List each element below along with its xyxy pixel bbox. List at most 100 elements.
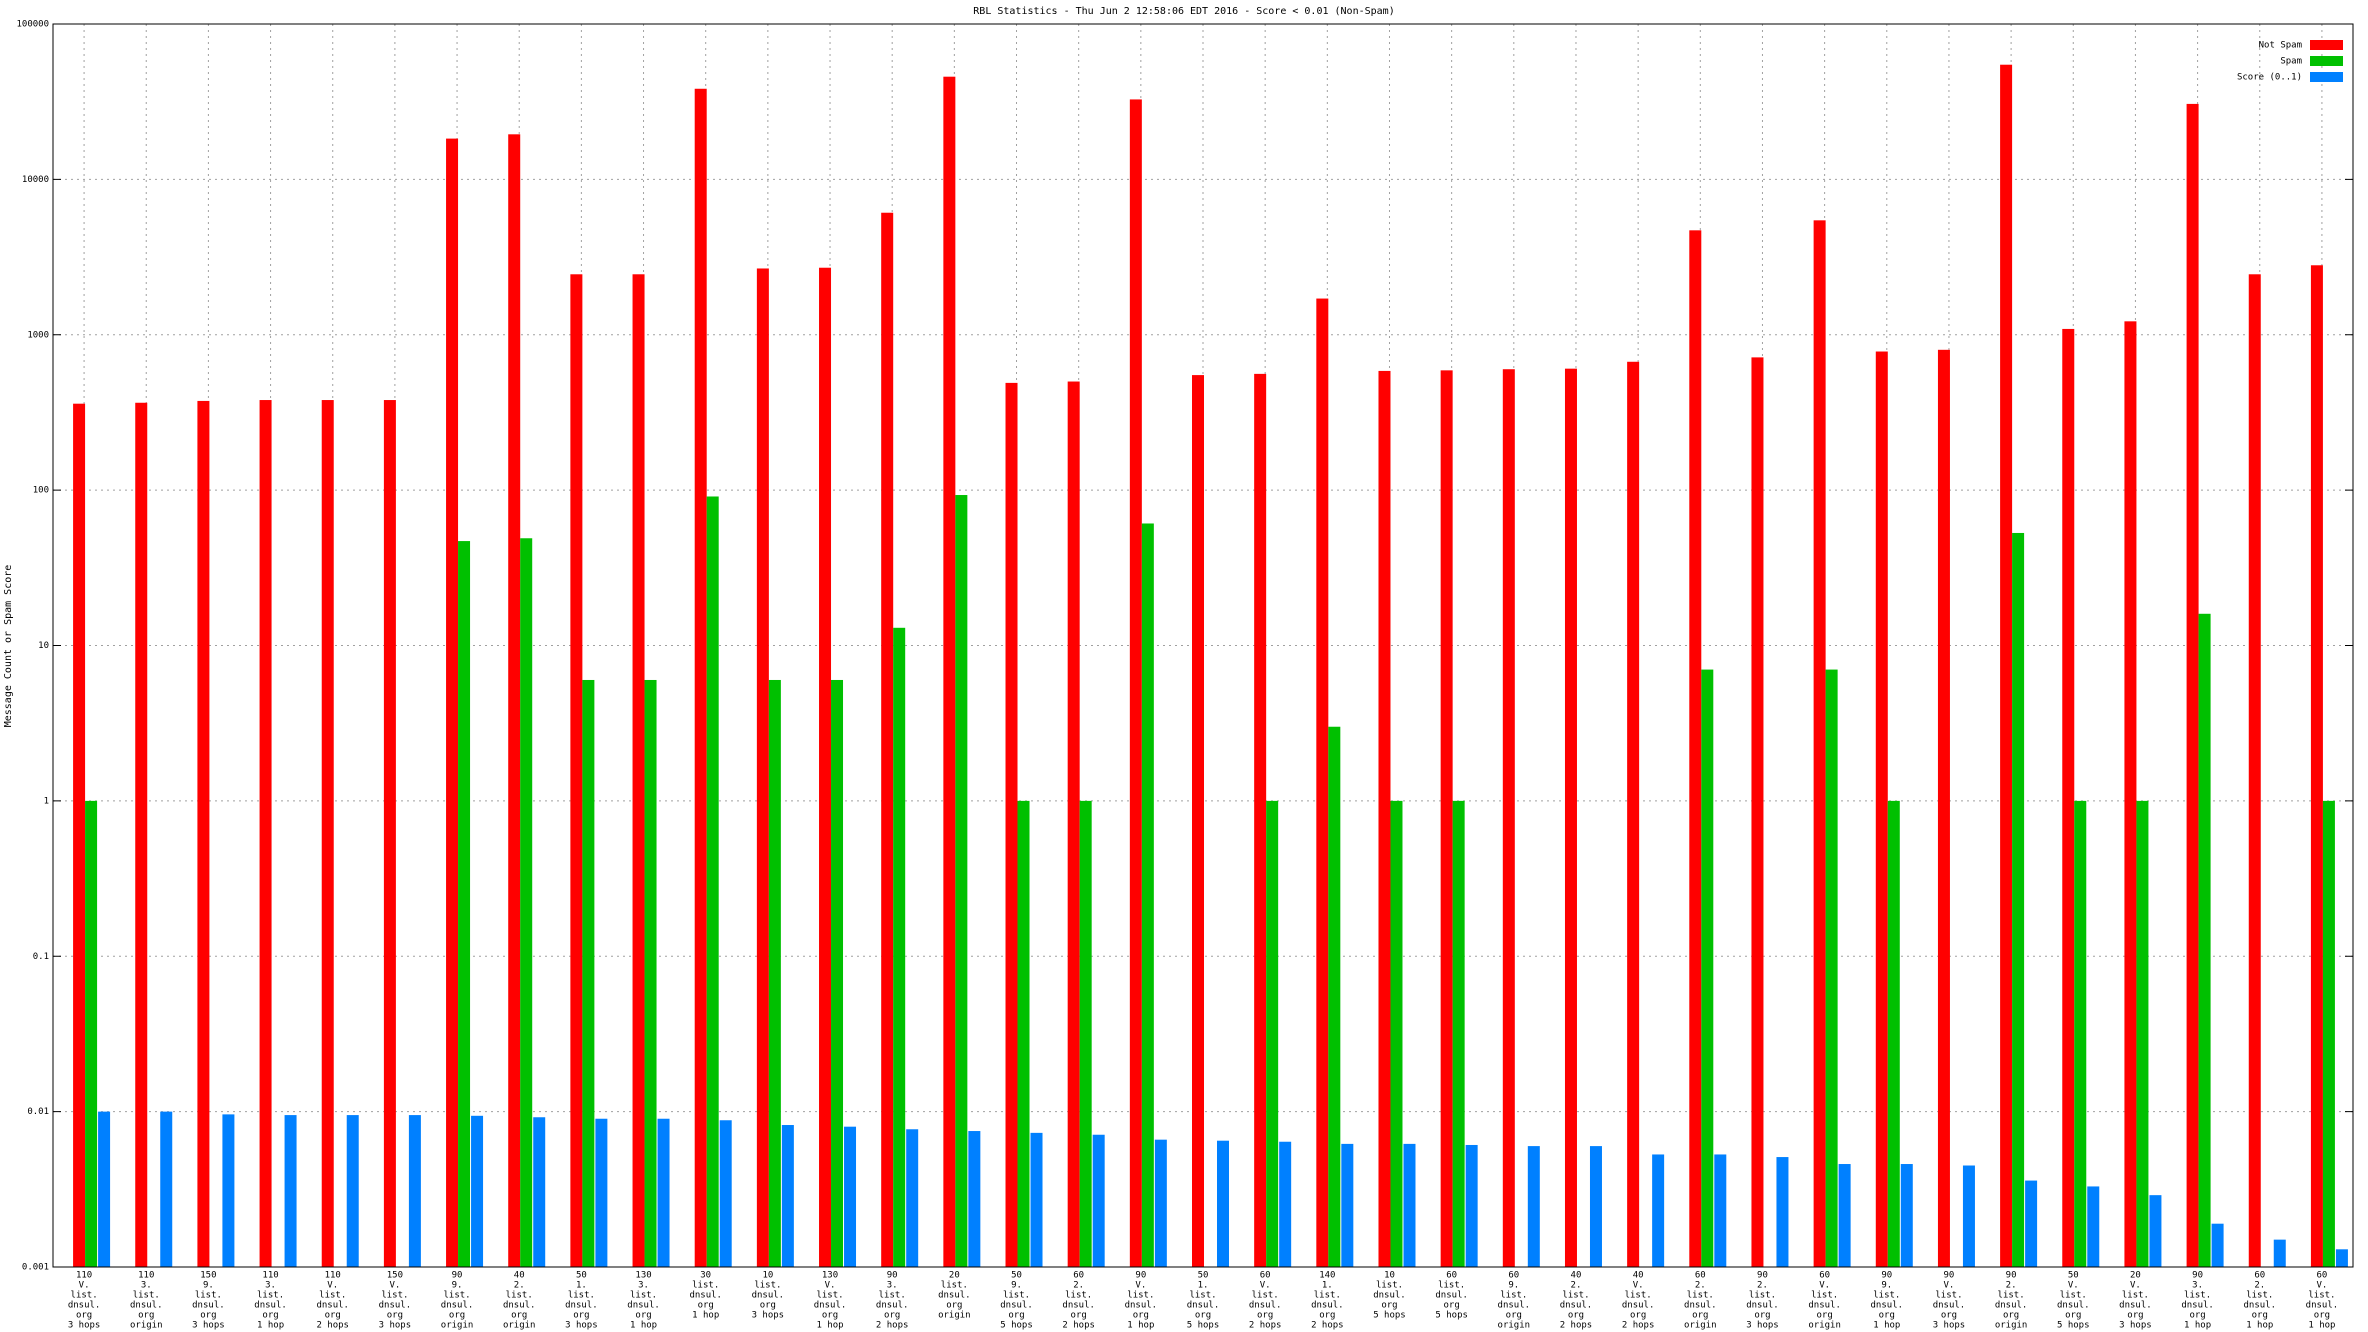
x-tick-label: 40: [1633, 1271, 1644, 1281]
bar: [632, 274, 645, 1267]
x-tick-label: list.: [1998, 1291, 2025, 1301]
x-tick-label: 9.: [1881, 1281, 1892, 1291]
x-tick-label: V.: [1633, 1281, 1644, 1291]
bar: [1403, 1143, 1416, 1267]
bar: [644, 679, 657, 1267]
x-tick-label: org: [76, 1311, 92, 1321]
x-tick-label: V.: [389, 1281, 400, 1291]
x-tick-label: 110: [262, 1271, 278, 1281]
bar: [1316, 298, 1329, 1267]
x-tick-label: list.: [257, 1291, 284, 1301]
x-tick-label: 1 hop: [692, 1311, 719, 1321]
x-tick-label: 5 hops: [1435, 1311, 1468, 1321]
x-tick-label: 2.: [514, 1281, 525, 1291]
x-tick-label: 150: [387, 1271, 403, 1281]
bar: [881, 212, 894, 1267]
bar: [520, 538, 533, 1267]
x-tick-label: dnsul.: [814, 1301, 847, 1311]
x-tick-label: dnsul.: [68, 1301, 101, 1311]
bar: [508, 134, 521, 1267]
x-tick-label: 20: [949, 1271, 960, 1281]
bar: [756, 268, 769, 1267]
bar: [2149, 1195, 2162, 1267]
bar: [160, 1111, 173, 1267]
x-tick-label: list.: [1749, 1291, 1776, 1301]
x-tick-label: dnsul.: [752, 1291, 785, 1301]
x-tick-label: dnsul.: [441, 1301, 474, 1311]
x-tick-label: 2.: [1073, 1281, 1084, 1291]
x-tick-label: origin: [441, 1321, 474, 1331]
bar: [1328, 726, 1341, 1267]
bar: [1079, 800, 1092, 1267]
x-tick-label: org: [2314, 1311, 2330, 1321]
x-tick-label: list.: [941, 1281, 968, 1291]
legend-label: Not Spam: [2259, 41, 2302, 51]
x-tick-label: 90: [1881, 1271, 1892, 1281]
x-tick-label: dnsul.: [1498, 1301, 1531, 1311]
x-tick-label: org: [262, 1311, 278, 1321]
x-tick-label: org: [884, 1311, 900, 1321]
x-tick-label: org: [1754, 1311, 1770, 1321]
x-tick-label: org: [1816, 1311, 1832, 1321]
bar: [383, 400, 396, 1267]
x-tick-label: list.: [568, 1291, 595, 1301]
x-tick-label: 1 hop: [2308, 1321, 2335, 1331]
bar: [1900, 1164, 1913, 1267]
x-tick-label: list.: [630, 1291, 657, 1301]
bar: [1217, 1140, 1229, 1267]
bar: [2186, 103, 2199, 1268]
bar: [1017, 800, 1030, 1267]
x-tick-label: org: [1319, 1311, 1335, 1321]
x-tick-label: dnsul.: [1311, 1301, 1344, 1311]
x-tick-label: dnsul.: [1995, 1301, 2028, 1311]
x-tick-label: V.: [1944, 1281, 1955, 1291]
bar: [943, 76, 956, 1268]
bar: [893, 627, 906, 1267]
bar: [284, 1115, 297, 1267]
bar: [2136, 800, 2149, 1267]
bar: [321, 400, 334, 1267]
x-tick-label: 90: [887, 1271, 898, 1281]
bar: [2012, 532, 2025, 1267]
x-tick-label: dnsul.: [689, 1291, 722, 1301]
bar: [1701, 669, 1714, 1267]
x-tick-label: 9.: [1508, 1281, 1519, 1291]
x-tick-label: 60: [1695, 1271, 1706, 1281]
x-tick-label: org: [1692, 1311, 1708, 1321]
x-tick-label: org: [760, 1301, 776, 1311]
x-tick-label: 3.: [2192, 1281, 2203, 1291]
x-tick-label: dnsul.: [1746, 1301, 1779, 1311]
x-tick-label: 110: [76, 1271, 92, 1281]
x-tick-label: list.: [1935, 1291, 1962, 1301]
bar: [831, 679, 844, 1267]
bar: [819, 267, 832, 1267]
bar: [2198, 613, 2211, 1267]
x-tick-label: 5 hops: [2057, 1321, 2090, 1331]
bar: [1390, 800, 1403, 1267]
x-tick-label: 90: [452, 1271, 463, 1281]
bar: [595, 1118, 608, 1267]
bar: [2273, 1239, 2286, 1267]
x-tick-label: 1 hop: [1873, 1321, 1900, 1331]
x-tick-label: dnsul.: [2057, 1301, 2090, 1311]
x-tick-label: org: [1257, 1311, 1273, 1321]
bar: [1838, 1164, 1851, 1267]
x-tick-label: 1.: [1322, 1281, 1333, 1291]
x-tick-label: list.: [1252, 1291, 1279, 1301]
bar: [2087, 1186, 2100, 1267]
x-tick-label: 2 hops: [876, 1321, 909, 1331]
x-tick-label: dnsul.: [1933, 1301, 1966, 1311]
x-tick-label: 50: [1198, 1271, 1209, 1281]
bar: [1776, 1157, 1789, 1267]
bar: [1067, 381, 1080, 1267]
bar: [1962, 1165, 1975, 1267]
x-tick-label: origin: [130, 1321, 163, 1331]
bar: [1141, 523, 1154, 1267]
x-tick-label: list.: [1065, 1291, 1092, 1301]
x-tick-label: 2.: [1757, 1281, 1768, 1291]
x-tick-label: org: [325, 1311, 341, 1321]
x-tick-label: 2 hops: [1249, 1321, 1282, 1331]
x-tick-label: dnsul.: [1435, 1291, 1468, 1301]
x-tick-label: dnsul.: [1249, 1301, 1282, 1311]
